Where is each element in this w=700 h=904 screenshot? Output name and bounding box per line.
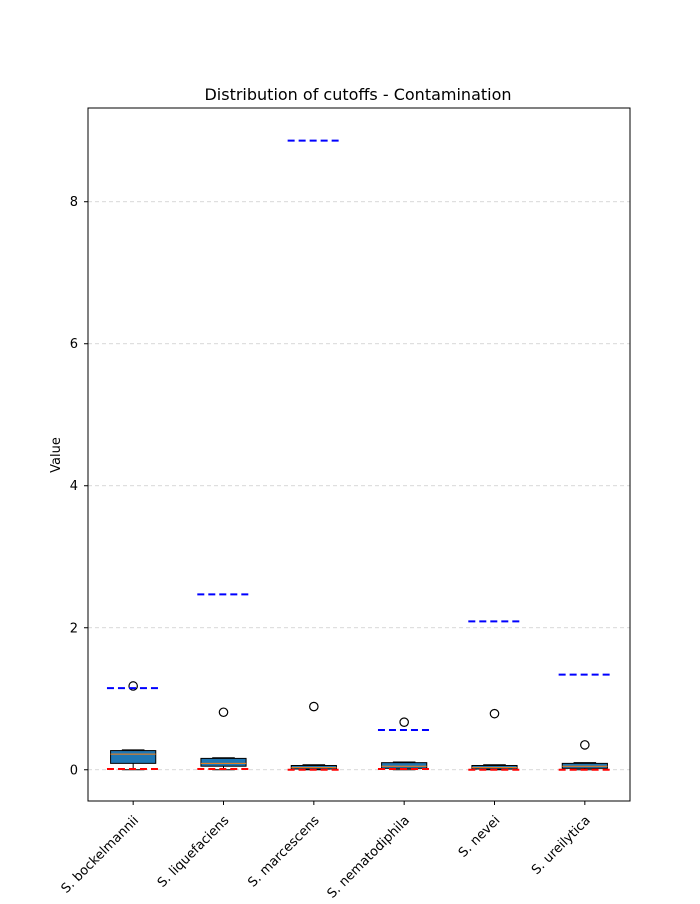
outlier-point [399, 717, 409, 727]
box-iqr [381, 762, 428, 769]
box-group [558, 673, 612, 771]
y-tick-label: 2 [70, 621, 78, 636]
box-group [377, 717, 431, 771]
box-iqr [200, 757, 247, 767]
chart-title: Distribution of cutoffs - Contamination [204, 85, 511, 104]
plot-data [106, 139, 612, 771]
box-group [468, 620, 521, 771]
outlier-point [309, 701, 319, 712]
box-group [287, 139, 341, 771]
y-axis-label: Value [49, 437, 64, 473]
box-group [106, 681, 160, 771]
box-group [197, 593, 250, 771]
outlier-point [128, 681, 138, 691]
outlier-point [580, 740, 590, 750]
outlier-point [489, 708, 500, 719]
y-tick-label: 6 [70, 337, 78, 352]
box-iqr [110, 750, 157, 764]
y-tick-label: 8 [70, 195, 78, 210]
plot-area-frame [87, 107, 631, 802]
y-tick-label: 0 [70, 763, 78, 778]
y-tick-label: 4 [70, 479, 78, 494]
outlier-point [218, 707, 229, 718]
grid-lines [88, 201, 630, 771]
